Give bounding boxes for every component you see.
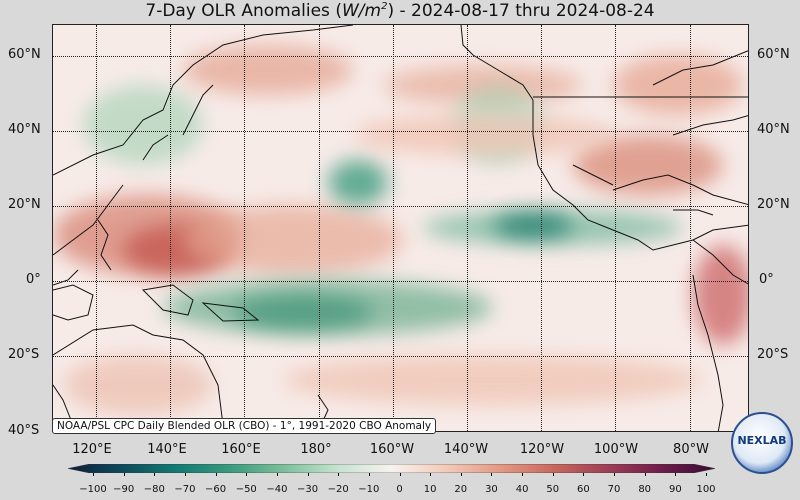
colorbar-tickmark — [154, 473, 156, 476]
colorbar-tick-label: −20 — [327, 484, 349, 495]
colorbar-tick-label: 50 — [546, 484, 560, 495]
lon-label: 180° — [300, 442, 332, 457]
lat-label-right: 20°S — [757, 347, 789, 362]
chart-title: 7-Day OLR Anomalies (W/m2) - 2024-08-17 … — [145, 1, 655, 21]
colorbar-tick-label: 30 — [485, 484, 498, 495]
colorbar-tick-label: −50 — [235, 484, 257, 495]
colorbar-tickmark — [399, 473, 401, 476]
colorbar-tickmark — [246, 473, 248, 476]
nexlab-logo: NEXLAB — [731, 412, 793, 474]
colorbar-tickmark — [368, 473, 370, 476]
lon-label: 160°E — [221, 442, 261, 457]
colorbar-tick-label: −30 — [296, 484, 319, 495]
lon-label: 80°W — [673, 442, 709, 457]
colorbar-tickmark — [184, 473, 186, 476]
lat-label-right: 0° — [759, 272, 774, 287]
colorbar-tickmark — [307, 473, 309, 476]
lon-label: 120°W — [519, 442, 565, 457]
colorbar-tick-label: 10 — [423, 484, 437, 495]
colorbar-tick-label: −70 — [174, 484, 196, 495]
lon-label: 140°E — [147, 442, 187, 457]
lat-label-left: 20°S — [8, 347, 40, 362]
colorbar-tickmark — [460, 473, 462, 476]
colorbar-tick-label: −40 — [266, 484, 288, 495]
colorbar-tickmark — [706, 473, 707, 476]
lat-label-left: 40°S — [8, 423, 40, 438]
colorbar-tick-label: −10 — [358, 484, 380, 495]
colorbar-tickmark — [491, 473, 493, 476]
colorbar-tick-label: −90 — [113, 484, 135, 495]
colorbar-tick-label: 80 — [638, 484, 652, 495]
lat-label-left: 0° — [26, 272, 41, 287]
colorbar-tickmark — [552, 473, 554, 476]
lat-label-left: 60°N — [8, 47, 41, 62]
colorbar-tickmark — [276, 473, 278, 476]
colorbar-tickmark — [93, 473, 94, 476]
colorbar-tick-label: −60 — [205, 484, 227, 495]
colorbar-tickmark — [614, 473, 616, 476]
lat-label-right: 40°N — [757, 122, 790, 137]
colorbar-tickmark — [430, 473, 432, 476]
colorbar-tick-label: −100 — [79, 484, 107, 495]
colorbar-tickmark — [123, 473, 125, 476]
lat-label-left: 20°N — [8, 197, 41, 212]
lon-label: 120°E — [72, 442, 112, 457]
colorbar-tick-label: 70 — [607, 484, 621, 495]
colorbar-tickmark — [583, 473, 585, 476]
colorbar-tickmark — [338, 473, 340, 476]
colorbar-tick-label: 20 — [454, 484, 468, 495]
lat-label-right: 20°N — [757, 197, 790, 212]
lon-label: 140°W — [443, 442, 489, 457]
anomaly-map — [52, 24, 749, 432]
lon-label: 160°W — [369, 442, 415, 457]
colorbar-tickmark — [215, 473, 217, 476]
data-source-credit: NOAA/PSL CPC Daily Blended OLR (CBO) - 1… — [52, 418, 437, 434]
lat-label-right: 60°N — [757, 47, 790, 62]
colorbar — [68, 464, 715, 473]
colorbar-tick-label: 100 — [696, 484, 716, 495]
colorbar-tick-label: 40 — [515, 484, 529, 495]
colorbar-tick-label: 90 — [668, 484, 682, 495]
colorbar-tickmark — [644, 473, 646, 476]
lat-label-left: 40°N — [8, 122, 41, 137]
colorbar-tickmark — [522, 473, 524, 476]
lon-label: 100°W — [593, 442, 639, 457]
colorbar-tick-label: 0 — [396, 484, 403, 495]
colorbar-tickmark — [675, 473, 677, 476]
colorbar-tick-label: 60 — [577, 484, 590, 495]
colorbar-tick-label: −80 — [143, 484, 165, 495]
coastlines — [53, 25, 748, 431]
